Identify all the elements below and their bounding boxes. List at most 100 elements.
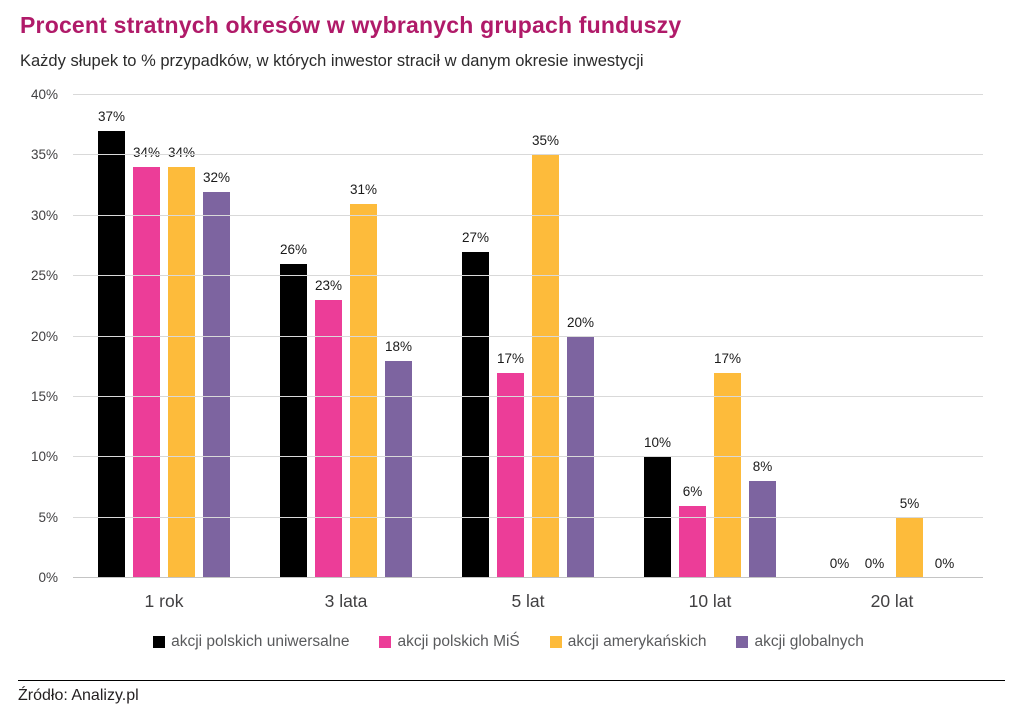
category-label: 1 rok — [144, 591, 184, 611]
y-axis: 0% 5% 10% 15% 20% 25% 30% 35% 40% — [0, 87, 58, 585]
category-label: 20 lat — [870, 591, 914, 611]
bar-cell: 35% — [532, 95, 559, 578]
bar-cell: 17% — [714, 95, 741, 578]
bar — [203, 191, 230, 578]
y-tick-label: 40% — [30, 87, 58, 102]
bar-cell: 18% — [385, 95, 412, 578]
bar-group: 10% 6% 17% 8% 10 lat — [619, 95, 801, 611]
source-text: Źródło: Analizy.pl — [18, 687, 139, 704]
bar — [462, 251, 489, 578]
bar — [315, 300, 342, 578]
bar-cell: 8% — [749, 95, 776, 578]
bar-cell: 0% — [826, 95, 853, 578]
bar-cell: 31% — [350, 95, 377, 578]
bar — [350, 203, 377, 578]
gridline — [73, 395, 983, 397]
legend: akcji polskich uniwersalne akcji polskich… — [0, 633, 1017, 651]
bar-value-label: 0% — [934, 556, 955, 571]
bar-value-label: 32% — [202, 169, 231, 185]
bar-value-label: 34% — [167, 145, 196, 161]
bar — [567, 336, 594, 578]
gridline — [73, 94, 983, 95]
bar-value-label: 27% — [461, 229, 490, 245]
plot-area: 37% 34% 34% 32% 1 rok 26% 23% 31% 18% 3 lata 27% 17… — [73, 94, 983, 611]
gridline — [73, 335, 983, 337]
bar-value-label: 0% — [864, 556, 885, 571]
y-tick-label: 15% — [30, 388, 58, 404]
bar-value-label: 26% — [279, 242, 308, 258]
legend-swatch-icon — [379, 636, 392, 648]
legend-item: akcji amerykańskich — [549, 633, 707, 651]
bar-cell: 6% — [679, 95, 706, 578]
bar-value-label: 8% — [752, 459, 773, 475]
y-tick-label: 10% — [30, 449, 58, 465]
bar — [749, 481, 776, 578]
legend-swatch-icon — [153, 636, 166, 648]
category-label: 5 lat — [511, 591, 545, 611]
bar-cell: 0% — [861, 95, 888, 578]
bar-group: 0% 0% 5% 0% 20 lat — [801, 95, 983, 611]
y-tick-label: 20% — [30, 328, 58, 344]
legend-label: akcji amerykańskich — [567, 633, 707, 650]
bar-value-label: 5% — [899, 495, 920, 511]
gridline — [73, 577, 983, 578]
legend-item: akcji polskich MiŚ — [379, 633, 520, 651]
bar-value-label: 23% — [314, 278, 343, 294]
category-label: 10 lat — [688, 591, 732, 611]
bar-group: 27% 17% 35% 20% 5 lat — [437, 95, 619, 611]
bar-value-label: 6% — [682, 483, 703, 499]
bar — [644, 457, 671, 578]
bar-value-label: 20% — [566, 314, 595, 330]
bar-cell: 34% — [168, 95, 195, 578]
bar-value-label: 10% — [643, 435, 672, 451]
bar-value-label: 17% — [496, 350, 525, 366]
bar — [679, 505, 706, 578]
legend-swatch-icon — [549, 636, 562, 648]
bar-value-label: 0% — [829, 556, 850, 571]
y-tick-label: 0% — [38, 570, 58, 585]
bar-value-label: 35% — [531, 133, 560, 149]
bar-groups: 37% 34% 34% 32% 1 rok 26% 23% 31% 18% 3 lata 27% 17… — [73, 95, 983, 611]
footer-divider — [18, 680, 1005, 681]
bar-value-label: 17% — [713, 350, 742, 366]
bar-group: 37% 34% 34% 32% 1 rok — [73, 95, 255, 611]
bar-cell: 23% — [315, 95, 342, 578]
bar-value-label: 37% — [97, 109, 126, 125]
bar-value-label: 31% — [349, 181, 378, 197]
legend-item: akcji polskich uniwersalne — [153, 633, 349, 651]
gridline — [73, 456, 983, 458]
chart-title: Procent stratnych okresów w wybranych gr… — [20, 12, 682, 38]
bar-cell: 20% — [567, 95, 594, 578]
bar-cell: 10% — [644, 95, 671, 578]
y-tick-label: 5% — [38, 509, 58, 525]
bar-value-label: 34% — [132, 145, 161, 161]
bar-cell: 0% — [931, 95, 958, 578]
legend-label: akcji polskich MiŚ — [397, 633, 520, 650]
legend-swatch-icon — [736, 636, 749, 648]
legend-label: akcji polskich uniwersalne — [171, 633, 350, 650]
legend-item: akcji globalnych — [736, 633, 864, 651]
bar — [497, 372, 524, 578]
bar-group: 26% 23% 31% 18% 3 lata — [255, 95, 437, 611]
legend-label: akcji globalnych — [754, 633, 864, 650]
bar-cell: 5% — [896, 95, 923, 578]
bar — [168, 167, 195, 578]
y-tick-label: 25% — [30, 268, 58, 284]
bar — [896, 517, 923, 578]
category-label: 3 lata — [324, 591, 368, 611]
bar — [133, 167, 160, 578]
bar — [532, 155, 559, 578]
bar-cell: 37% — [98, 95, 125, 578]
chart-subtitle: Każdy słupek to % przypadków, w których … — [20, 52, 644, 70]
bar-cell: 34% — [133, 95, 160, 578]
bar-cell: 32% — [203, 95, 230, 578]
y-tick-label: 35% — [30, 147, 58, 163]
bar — [280, 264, 307, 578]
bar-cell: 26% — [280, 95, 307, 578]
gridline — [73, 214, 983, 216]
gridline — [73, 516, 983, 518]
gridline — [73, 275, 983, 277]
bar-cell: 27% — [462, 95, 489, 578]
bar — [714, 372, 741, 578]
